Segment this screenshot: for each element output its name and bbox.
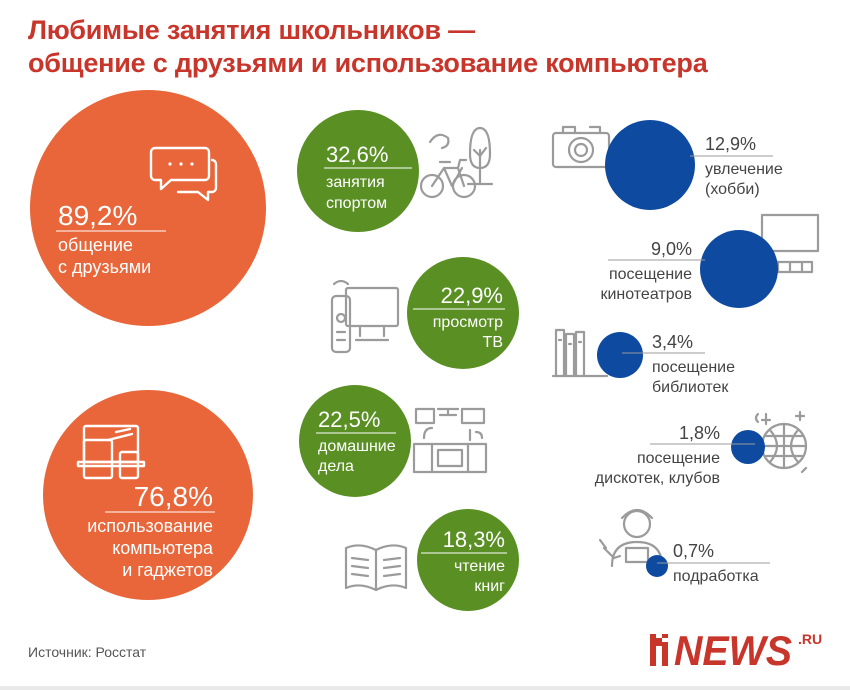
category-label-6-1: чтение [454, 558, 505, 575]
category-label-3-1: занятия [326, 174, 385, 191]
value-label-4: 22,9% [441, 283, 503, 308]
open-book-icon [344, 544, 408, 592]
svg-text:NEWS: NEWS [674, 627, 792, 668]
bubble-10 [731, 430, 765, 464]
category-label-5-1: домашние [318, 438, 396, 455]
category-label-9-2: библиотек [652, 379, 729, 396]
kitchen-icon [412, 407, 488, 474]
category-label-6-2: книг [474, 578, 505, 595]
category-label-7-2: (хобби) [705, 181, 760, 198]
value-label-1: 89,2% [58, 200, 137, 231]
title-line-2: общение с друзьями и использование компь… [28, 48, 708, 78]
bookshelf-icon [551, 328, 609, 378]
chart-title: Любимые занятия школьников — общение с д… [28, 14, 708, 80]
bubble-11 [646, 555, 668, 577]
value-label-3: 32,6% [326, 142, 388, 167]
value-label-8: 9,0% [651, 239, 692, 259]
chat-bubbles-icon [149, 146, 218, 202]
category-label-9-1: посещение [652, 359, 735, 376]
category-label-8-2: кинотеатров [600, 286, 692, 303]
value-label-2: 76,8% [134, 481, 213, 512]
source-note: Источник: Росстат [28, 644, 147, 660]
value-label-11: 0,7% [673, 541, 714, 561]
bubble-2 [43, 390, 253, 600]
value-label-6: 18,3% [443, 527, 505, 552]
value-label-5: 22,5% [318, 407, 380, 432]
title-line-1: Любимые занятия школьников — [28, 15, 475, 45]
value-label-7: 12,9% [705, 134, 756, 154]
bubble-8 [700, 230, 778, 308]
category-label-11-1: подработка [673, 568, 759, 585]
category-label-4-1: просмотр [433, 314, 503, 331]
news-ru-logo: NEWS .RU [650, 627, 822, 668]
bubble-4 [407, 257, 519, 369]
category-label-10-1: посещение [637, 450, 720, 467]
category-label-2-3: и гаджетов [122, 560, 213, 580]
category-label-8-1: посещение [609, 266, 692, 283]
camera-icon [551, 125, 611, 169]
bubble-7 [605, 120, 695, 210]
category-label-5-2: дела [318, 458, 354, 475]
value-label-10: 1,8% [679, 423, 720, 443]
category-label-2-2: компьютера [112, 538, 214, 558]
svg-text:.RU: .RU [798, 631, 822, 647]
bubble-3 [297, 110, 419, 232]
devices-icon [76, 424, 146, 480]
category-label-1-1: общение [58, 235, 133, 255]
category-label-3-2: спортом [326, 195, 387, 212]
value-label-9: 3,4% [652, 332, 693, 352]
cinema-icon [760, 213, 820, 274]
category-label-4-2: ТВ [483, 334, 503, 351]
bottom-border [0, 686, 850, 690]
tv-remote-icon [330, 279, 400, 354]
bubble-9 [597, 332, 643, 378]
icons-layer [330, 125, 820, 592]
bicycle-tree-icon [419, 126, 494, 199]
category-label-7-1: увлечение [705, 161, 783, 178]
bubble-5 [299, 385, 411, 497]
category-label-10-2: дискотек, клубов [595, 470, 720, 487]
category-label-1-2: с друзьями [58, 257, 151, 277]
category-label-2-1: использование [87, 516, 213, 536]
worker-icon [598, 508, 664, 568]
bubble-6 [417, 509, 519, 611]
disco-ball-icon [754, 410, 808, 474]
